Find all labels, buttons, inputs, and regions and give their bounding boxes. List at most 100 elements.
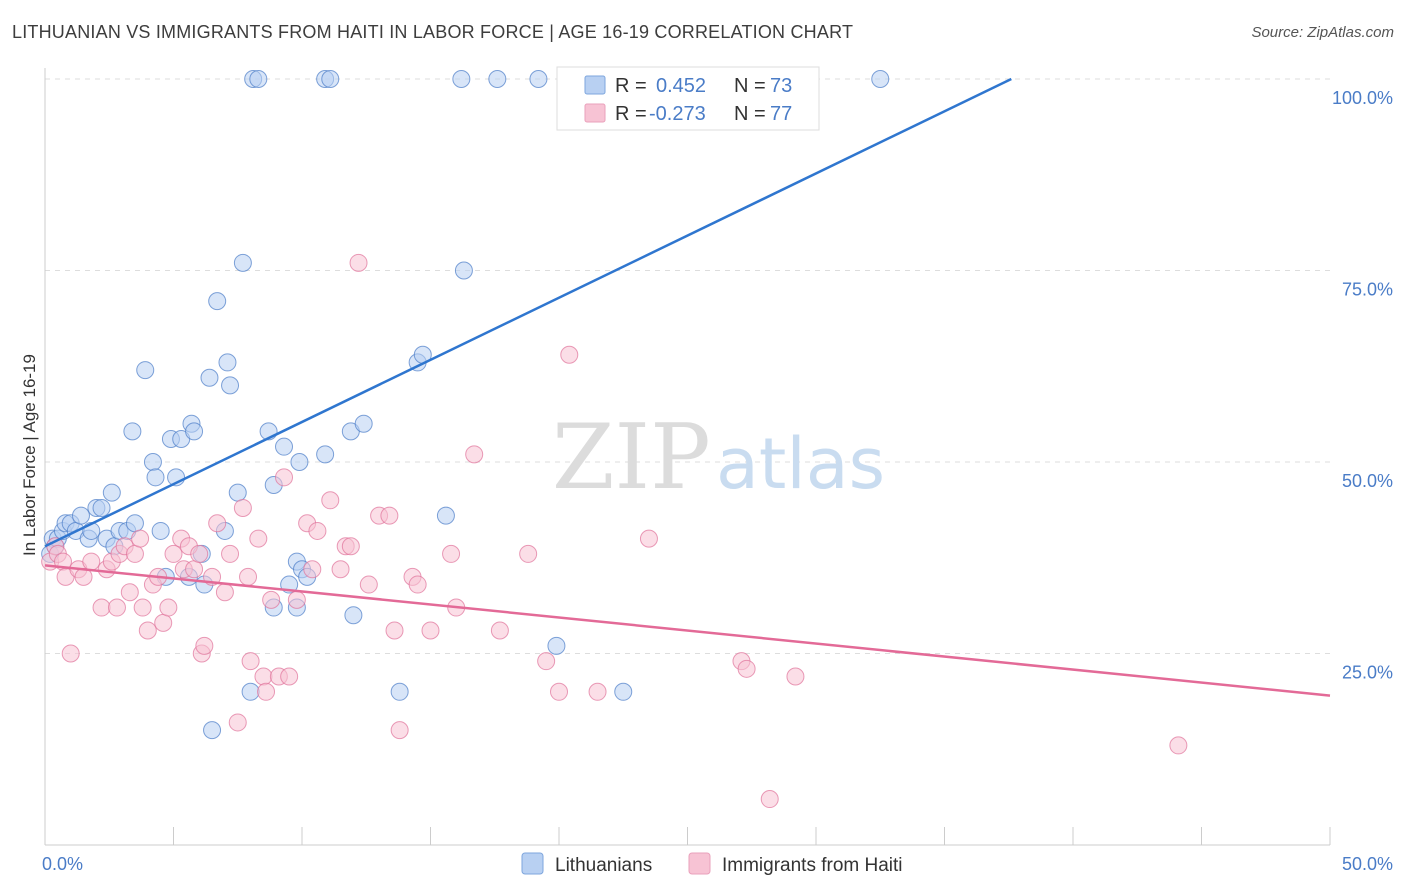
data-point [208,514,227,533]
data-point [190,544,209,563]
data-point [303,560,322,579]
data-point [639,529,658,548]
data-point [786,667,805,686]
data-point [442,544,461,563]
data-point [228,713,247,732]
data-point [550,682,568,701]
data-point [385,621,404,640]
trend-lines [44,77,1331,697]
y-tick-label: 75.0% [1342,280,1393,300]
data-point [341,537,360,556]
data-point [92,498,111,517]
data-point [241,682,260,701]
data-point [82,552,101,571]
data-point [138,621,157,640]
data-point [159,598,178,617]
series-legend-label-lithuanians: Lithuanians [555,855,652,876]
stats-legend-swatch-pink [584,103,606,123]
data-point [871,70,890,88]
stats-legend-r-value: 0.452 [656,75,706,97]
data-point [151,521,170,540]
data-point [454,261,473,280]
data-point [390,682,409,701]
data-point [344,606,363,625]
data-point [421,621,440,640]
watermark-zip: ZIP [552,405,711,510]
data-point [195,636,214,655]
stats-legend-swatch-blue [584,75,606,95]
data-point [275,468,294,487]
x-tick-label: 50.0% [1342,854,1393,874]
stats-legend-r-label: R = [615,75,647,97]
data-point [185,422,204,441]
data-point [125,544,144,563]
stats-legend-n-value: 73 [770,75,792,97]
data-point [164,544,183,563]
data-point [221,544,240,563]
stats-legend-n-label: N = [734,103,766,125]
data-point [215,583,234,602]
data-point [185,560,204,579]
x-tick-label: 0.0% [42,854,83,874]
tick-labels: 25.0% 50.0% 75.0% 100.0% 0.0% 50.0% [42,88,1393,874]
data-point [290,453,309,471]
data-point [280,667,299,686]
data-point [239,567,258,586]
data-point [287,590,306,609]
data-point [228,483,247,502]
data-point [131,529,150,548]
data-point [221,376,240,395]
trend-line [44,77,1012,548]
series-legend: Lithuanians Immigrants from Haiti [521,852,903,876]
data-point [125,514,144,533]
data-point [349,253,368,272]
data-point [200,368,219,387]
trend-line [44,564,1331,697]
data-point [390,721,409,740]
stats-legend-r-value: -0.273 [649,103,706,125]
data-point [233,498,252,517]
data-point [136,361,155,380]
y-tick-label: 25.0% [1342,663,1393,683]
y-axis-title: In Labor Force | Age 16-19 [20,354,39,556]
grid [45,78,1330,654]
data-point [120,583,139,602]
data-point [760,790,779,809]
data-point [257,682,276,701]
y-tick-label: 50.0% [1342,471,1393,491]
stats-legend-n-label: N = [734,75,766,97]
data-point [92,598,111,617]
data-point [321,70,340,88]
data-point [102,483,121,502]
data-point [737,659,756,678]
data-point [354,414,373,433]
data-point [143,453,162,471]
watermark-atlas: atlas [716,423,885,505]
data-point [233,253,252,272]
data-point [436,506,455,525]
data-point [490,621,509,640]
data-point [123,422,142,441]
data-point [146,468,165,487]
data-point [203,721,222,740]
data-point [61,644,80,663]
data-point [529,70,548,88]
data-point [331,560,350,579]
data-point [488,70,507,88]
data-point [380,506,399,525]
data-point [154,613,173,632]
stats-legend-n-value: 77 [770,103,792,125]
chart-title: LITHUANIAN VS IMMIGRANTS FROM HAITI IN L… [12,22,854,42]
data-point [218,353,237,372]
series-legend-label-haiti: Immigrants from Haiti [722,855,903,876]
data-point [71,506,90,525]
data-point [107,598,126,617]
data-point [519,544,538,563]
data-point [465,445,484,464]
data-point [241,652,260,671]
data-point [1169,736,1188,755]
data-point [547,636,566,655]
data-point [537,652,556,671]
axes [44,68,1331,846]
data-point [560,345,579,364]
